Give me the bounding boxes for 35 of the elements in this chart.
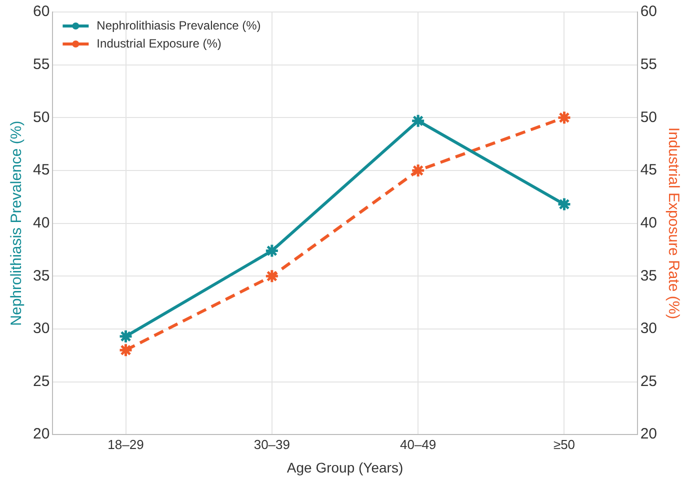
y-tick-label: 50 <box>32 108 50 126</box>
y2-tick-label: 45 <box>640 162 658 179</box>
x-tick-label: 40–49 <box>400 436 436 452</box>
y2-tick-label: 25 <box>640 372 658 390</box>
y-tick-label: 35 <box>32 267 50 284</box>
point <box>264 268 280 284</box>
x-tick-label: ≥50 <box>553 436 576 452</box>
y-tick-label: 30 <box>32 320 50 338</box>
legend-label: Industrial Exposure (%) <box>96 36 222 50</box>
y2-tick-label: 20 <box>640 426 658 443</box>
point <box>264 244 280 258</box>
y-tick-label: 45 <box>32 162 50 179</box>
y2-tick-label: 35 <box>640 267 658 284</box>
y2-tick-label: 30 <box>640 320 658 338</box>
y2-tick-label: 50 <box>640 108 658 126</box>
point <box>118 329 134 344</box>
y2-tick-label: 60 <box>640 3 658 20</box>
y2-tick-label: 40 <box>640 214 658 232</box>
y2-axis-title: Industrial Exposure Rate (%) <box>664 127 682 320</box>
y-tick-label: 25 <box>32 372 50 390</box>
point <box>118 342 134 358</box>
y-tick-label: 40 <box>32 214 50 232</box>
point <box>556 197 572 212</box>
y-tick-label: 20 <box>32 426 50 443</box>
y-tick-label: 55 <box>32 56 50 73</box>
x-axis-title: Age Group (Years) <box>286 459 404 476</box>
y2-tick-label: 55 <box>640 56 658 73</box>
y-tick-label: 60 <box>32 3 50 20</box>
legend-label: Nephrolithiasis Prevalence (%) <box>96 18 261 32</box>
x-tick-label: 18–29 <box>108 436 144 452</box>
x-tick-label: 30–39 <box>254 436 290 452</box>
point <box>556 110 572 125</box>
point <box>410 114 426 128</box>
point <box>410 163 426 178</box>
y-axis-title: Nephrolithiasis Prevalence (%) <box>8 120 26 326</box>
